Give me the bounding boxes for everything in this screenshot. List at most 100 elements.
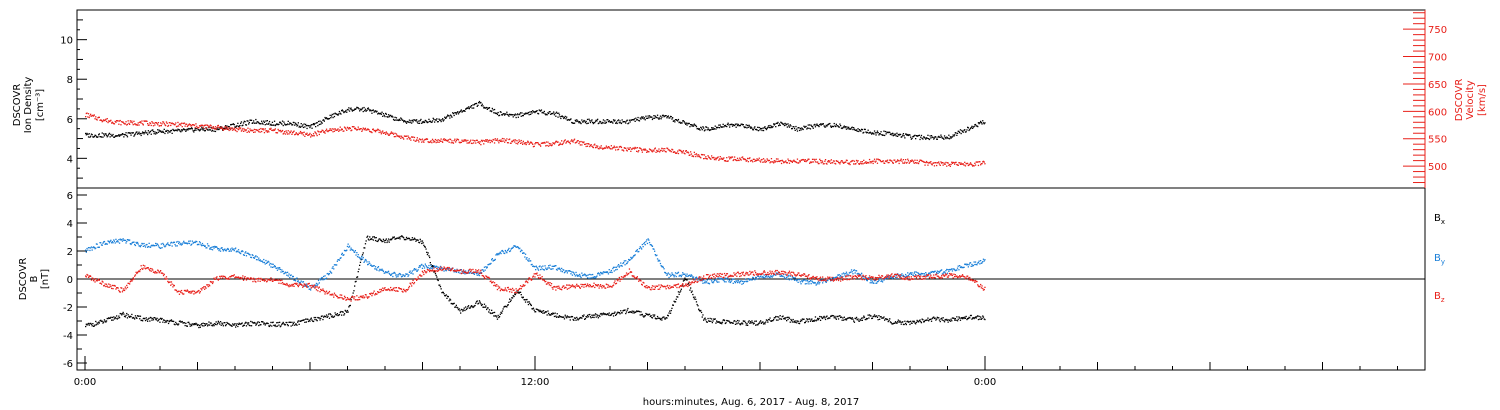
by-point: [687, 275, 690, 277]
velocity-point: [486, 140, 488, 142]
bx-point: [828, 317, 830, 319]
bx-point: [190, 323, 192, 326]
bx-point: [310, 318, 312, 320]
density-point: [205, 127, 207, 129]
by-point: [283, 273, 285, 275]
velocity-point: [429, 141, 431, 143]
velocity-point: [434, 140, 436, 142]
bx-point: [820, 316, 822, 318]
velocity-point: [736, 159, 738, 162]
bx-point: [716, 320, 718, 322]
bx-point: [406, 238, 408, 240]
density-point: [277, 124, 279, 126]
velocity-point: [937, 162, 939, 164]
by-point: [611, 271, 613, 274]
density-point: [837, 125, 839, 127]
velocity-point: [557, 141, 559, 143]
velocity-point: [262, 128, 264, 130]
by-point: [580, 276, 582, 279]
bx-point: [618, 312, 620, 314]
by-point: [633, 255, 635, 257]
velocity-point: [294, 134, 296, 136]
by-point: [363, 261, 365, 263]
velocity-point: [266, 130, 268, 132]
velocity-point: [137, 122, 139, 124]
density-point: [250, 119, 252, 121]
bx-point: [472, 306, 474, 309]
velocity-point: [915, 162, 918, 164]
by-point: [827, 279, 829, 282]
density-point: [517, 113, 519, 115]
bx-point: [116, 318, 118, 320]
bx-point: [112, 319, 114, 321]
velocity-point: [723, 157, 725, 159]
density-point: [732, 124, 734, 126]
velocity-point: [982, 160, 985, 162]
density-point: [540, 109, 543, 111]
by-point: [174, 243, 176, 246]
bx-point: [257, 321, 259, 323]
by-point: [265, 259, 267, 262]
density-point: [389, 114, 391, 117]
by-point: [799, 281, 801, 283]
by-point: [614, 266, 616, 268]
by-point: [558, 267, 561, 269]
by-point: [186, 243, 188, 245]
bx-point: [272, 321, 274, 323]
bx-point: [364, 247, 366, 249]
bx-point: [426, 251, 428, 253]
density-point: [469, 106, 471, 108]
bx-point: [290, 325, 292, 327]
density-point: [592, 122, 594, 125]
by-point: [227, 248, 230, 250]
density-point: [737, 123, 739, 126]
bx-point: [392, 237, 395, 239]
by-point: [88, 247, 90, 249]
velocity-point: [148, 124, 150, 126]
velocity-point: [408, 138, 411, 140]
by-point: [369, 264, 372, 266]
density-point: [175, 129, 177, 131]
by-point: [268, 261, 270, 263]
bx-point: [408, 237, 411, 240]
velocity-point: [109, 120, 111, 122]
density-point: [882, 134, 884, 136]
density-point: [382, 113, 385, 115]
bx-point: [824, 317, 826, 319]
by-point: [387, 270, 390, 272]
by-point: [401, 275, 403, 277]
velocity-point: [173, 123, 175, 125]
velocity-point: [325, 128, 328, 130]
bx-point: [399, 238, 401, 240]
density-point: [630, 119, 633, 121]
velocity-point: [788, 162, 791, 164]
velocity-point: [180, 122, 183, 124]
velocity-point: [278, 130, 280, 132]
density-point: [749, 126, 751, 128]
by-point: [195, 240, 197, 242]
bx-point: [336, 313, 338, 315]
velocity-point: [652, 149, 654, 151]
density-point: [597, 118, 599, 120]
bx-point: [664, 318, 667, 320]
velocity-point: [211, 127, 213, 129]
bx-point: [881, 317, 883, 319]
density-point: [423, 121, 426, 124]
velocity-point: [140, 122, 142, 124]
by-point: [793, 277, 795, 279]
density-point: [529, 111, 531, 113]
density-point: [940, 134, 942, 136]
density-point: [527, 111, 530, 114]
velocity-point: [832, 160, 835, 162]
bx-point: [604, 313, 606, 315]
density-point: [345, 109, 347, 112]
velocity-point: [712, 157, 714, 159]
by-point: [676, 272, 678, 275]
density-point: [98, 134, 100, 136]
bx-point: [542, 310, 545, 312]
velocity-point: [966, 162, 968, 165]
bx-point: [871, 317, 873, 320]
velocity-point: [610, 145, 612, 147]
bx-point: [826, 315, 828, 317]
velocity-point: [776, 160, 778, 163]
